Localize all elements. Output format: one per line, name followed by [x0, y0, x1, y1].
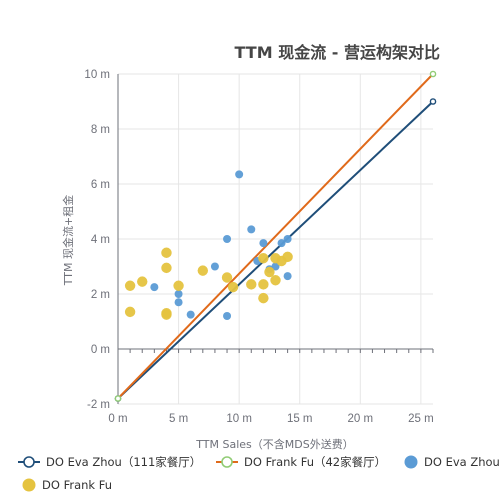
legend-label: DO Frank Fu [42, 478, 112, 492]
legend-item-1[interactable]: DO Frank Fu（42家餐厅） [216, 455, 386, 469]
scatter-point[interactable] [259, 239, 268, 248]
axes-layer: -2 m 0 m 2 m 4 m 6 m 8 m 10 m 0 m 5 m 10 m 15 m 20 … [84, 69, 433, 425]
scatter-point[interactable] [258, 279, 269, 290]
trend-line-endpoint[interactable] [429, 98, 437, 105]
trend-lines-layer [114, 70, 437, 402]
legend-dot-icon [22, 478, 36, 492]
scatter-point[interactable] [173, 280, 184, 291]
legend-item-3[interactable]: DO Frank Fu [22, 478, 113, 492]
scatter-point[interactable] [161, 262, 172, 274]
scatter-point[interactable] [270, 275, 281, 286]
scatter-point[interactable] [246, 279, 257, 290]
scatter-point[interactable] [283, 272, 292, 281]
x-tick-label: 20 m [348, 413, 374, 425]
scatter-point[interactable] [161, 247, 172, 258]
scatter-point[interactable] [174, 298, 183, 307]
scatter-point[interactable] [282, 251, 293, 263]
scatter-point[interactable] [227, 281, 239, 293]
legend-marker-icon [23, 456, 35, 468]
legend-marker-icon [221, 456, 233, 468]
x-tick-label: 0 m [108, 413, 127, 425]
scatter-point[interactable] [186, 310, 195, 319]
y-tick-label: 6 m [91, 179, 110, 191]
legend-label: DO Eva Zhou [424, 455, 500, 469]
scatter-point[interactable] [174, 290, 183, 298]
trend-line-endpoint[interactable] [429, 70, 437, 78]
scatter-point[interactable] [258, 292, 269, 304]
scatter-point[interactable] [124, 306, 136, 318]
y-tick-label: 4 m [91, 234, 110, 246]
trend-line-0 [117, 100, 434, 400]
scatter-points-layer [124, 170, 293, 320]
legend-dot-icon [404, 455, 418, 469]
scatter-point[interactable] [235, 170, 244, 179]
y-axis-title: TTM 现金流+租金 [61, 195, 75, 286]
scatter-point[interactable] [161, 309, 172, 320]
x-tick-label: 10 m [226, 413, 252, 425]
legend-item-2[interactable]: DO Eva Zhou [404, 455, 500, 469]
x-tick-label: 25 m [408, 413, 434, 425]
chart-title: TTM 现金流 - 营运构架对比 [235, 43, 440, 62]
scatter-point[interactable] [283, 235, 292, 243]
scatter-point[interactable] [150, 283, 159, 292]
x-tick-label: 15 m [287, 413, 313, 425]
scatter-point[interactable] [124, 280, 136, 291]
scatter-point[interactable] [223, 312, 232, 320]
y-tick-label: 8 m [91, 124, 110, 136]
y-tick-label: 0 m [91, 344, 110, 356]
scatter-point[interactable] [258, 253, 269, 264]
y-tick-label: -2 m [87, 399, 110, 411]
y-tick-label: 2 m [91, 289, 110, 301]
legend-item-0[interactable]: DO Eva Zhou（111家餐厅） [18, 455, 201, 469]
y-tick-label: 10 m [84, 69, 110, 81]
scatter-point[interactable] [210, 262, 219, 271]
scatter-point[interactable] [221, 272, 233, 283]
trend-line-1 [117, 73, 434, 400]
scatter-point[interactable] [137, 276, 148, 287]
x-axis-title: TTM Sales（不含MDS外送费） [195, 437, 353, 451]
scatter-point[interactable] [223, 235, 232, 243]
x-tick-label: 5 m [169, 413, 188, 425]
legend[interactable]: DO Eva Zhou（111家餐厅） DO Frank Fu（42家餐厅） DO … [18, 455, 500, 492]
scatter-point[interactable] [264, 266, 275, 278]
legend-label: DO Eva Zhou（111家餐厅） [46, 455, 201, 469]
trend-line-endpoint[interactable] [114, 395, 122, 402]
scatter-point[interactable] [247, 225, 256, 234]
scatter-point[interactable] [197, 265, 209, 276]
scatter-point[interactable] [271, 262, 280, 271]
legend-label: DO Frank Fu（42家餐厅） [244, 455, 386, 469]
scatter-point[interactable] [277, 239, 286, 248]
